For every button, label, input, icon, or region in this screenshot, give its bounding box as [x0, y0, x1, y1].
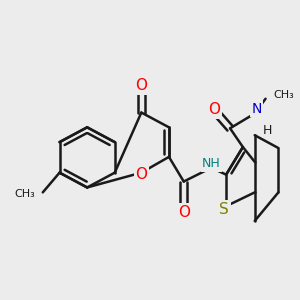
Text: H: H: [263, 124, 272, 137]
Text: S: S: [219, 202, 229, 217]
Text: NH: NH: [202, 157, 221, 170]
Text: N: N: [251, 102, 262, 116]
Text: O: O: [135, 167, 147, 182]
Text: CH₃: CH₃: [14, 189, 35, 200]
Text: CH₃: CH₃: [273, 90, 294, 100]
Text: O: O: [178, 205, 190, 220]
Text: O: O: [135, 78, 147, 93]
Text: O: O: [208, 102, 220, 117]
